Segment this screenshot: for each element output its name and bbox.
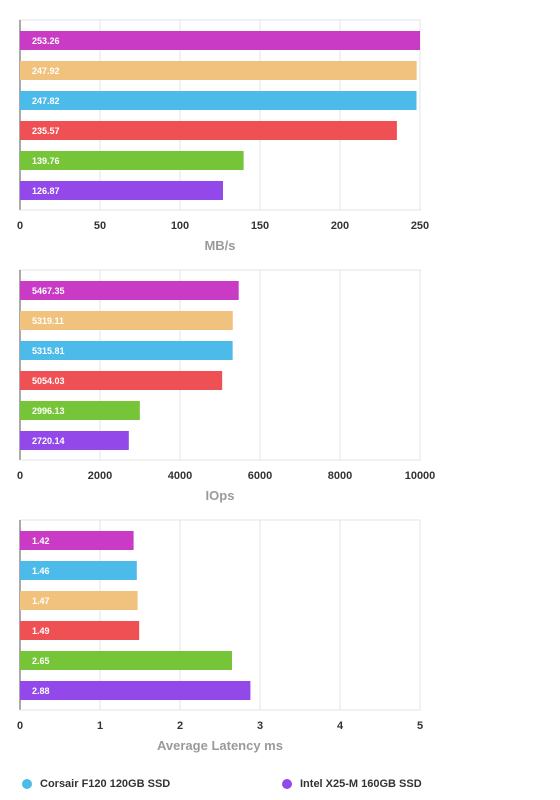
bar-data-label: 5315.81	[32, 346, 65, 356]
bar	[20, 181, 223, 200]
x-tick-label: 150	[251, 220, 269, 232]
x-tick-label: 8000	[328, 470, 352, 482]
bar	[20, 121, 397, 140]
legend: Corsair F120 120GB SSD Intel X25-M 160GB…	[0, 770, 560, 800]
bar-data-label: 126.87	[32, 186, 60, 196]
bar-data-label: 2.88	[32, 686, 50, 696]
legend-label-intel: Intel X25-M 160GB SSD	[300, 778, 422, 790]
bar	[20, 651, 232, 670]
bar-data-label: 247.82	[32, 96, 60, 106]
bar	[20, 31, 420, 50]
legend-item-intel: Intel X25-M 160GB SSD	[282, 778, 422, 790]
x-tick-label: 2	[177, 720, 183, 732]
bar-data-label: 2996.13	[32, 406, 65, 416]
chart-2: 5467.35 5319.11 5315.81 5054.03 2996.13 2720.…	[17, 269, 436, 503]
bar-data-label: 1.47	[32, 596, 50, 606]
x-tick-label: 1	[97, 720, 103, 732]
bar-data-label: 5319.11	[32, 316, 64, 326]
chart-3: 1.42 1.46 1.47 1.49 2.65 2.88 0 1 2 3 4 5 Average La…	[17, 519, 423, 753]
bar	[20, 431, 129, 450]
bar-data-label: 5467.35	[32, 286, 65, 296]
bar	[20, 341, 233, 360]
bar-data-label: 1.49	[32, 626, 50, 636]
x-tick-label: 0	[17, 220, 23, 232]
bar-data-label: 1.46	[32, 566, 50, 576]
x-tick-label: 3	[257, 720, 263, 732]
legend-swatch-intel	[282, 779, 292, 789]
bar-data-label: 2.65	[32, 656, 50, 666]
plot-area	[19, 269, 421, 461]
bar	[20, 61, 417, 80]
bar	[20, 311, 233, 330]
x-tick-label: 100	[171, 220, 189, 232]
x-tick-label: 6000	[248, 470, 272, 482]
legend-item-corsair: Corsair F120 120GB SSD	[22, 778, 170, 790]
x-tick-label: 10000	[405, 470, 436, 482]
chart-1: 253.26 247.92 247.82 235.57 139.76 126.87 0 50 1…	[17, 19, 429, 253]
x-tick-label: 4000	[168, 470, 192, 482]
bar	[20, 281, 239, 300]
bar-data-label: 1.42	[32, 536, 50, 546]
x-axis-label: MB/s	[204, 238, 235, 253]
x-tick-label: 4	[337, 720, 344, 732]
bar	[20, 621, 140, 640]
bar	[20, 681, 251, 700]
x-axis-label: Average Latency ms	[157, 738, 283, 753]
x-tick-label: 250	[411, 220, 429, 232]
bar	[20, 591, 138, 610]
bar-data-label: 247.92	[32, 66, 60, 76]
legend-swatch-corsair	[22, 779, 32, 789]
x-tick-label: 2000	[88, 470, 112, 482]
bar	[20, 371, 223, 390]
x-tick-label: 5	[417, 720, 423, 732]
bar	[20, 561, 137, 580]
plot-area	[19, 519, 421, 711]
plot-area	[19, 19, 421, 211]
legend-label-corsair: Corsair F120 120GB SSD	[40, 778, 171, 790]
x-tick-label: 50	[94, 220, 106, 232]
bar-data-label: 139.76	[32, 156, 60, 166]
bar	[20, 151, 244, 170]
bar	[20, 91, 417, 110]
bar-data-label: 2720.14	[32, 436, 65, 446]
bar-data-label: 253.26	[32, 36, 60, 46]
bar-data-label: 235.57	[32, 126, 60, 136]
bar	[20, 531, 134, 550]
x-tick-label: 0	[17, 720, 23, 732]
bar	[20, 401, 140, 420]
x-axis-label: IOps	[206, 488, 235, 503]
bar-data-label: 5054.03	[32, 376, 65, 386]
x-tick-label: 0	[17, 470, 23, 482]
x-tick-label: 200	[331, 220, 349, 232]
